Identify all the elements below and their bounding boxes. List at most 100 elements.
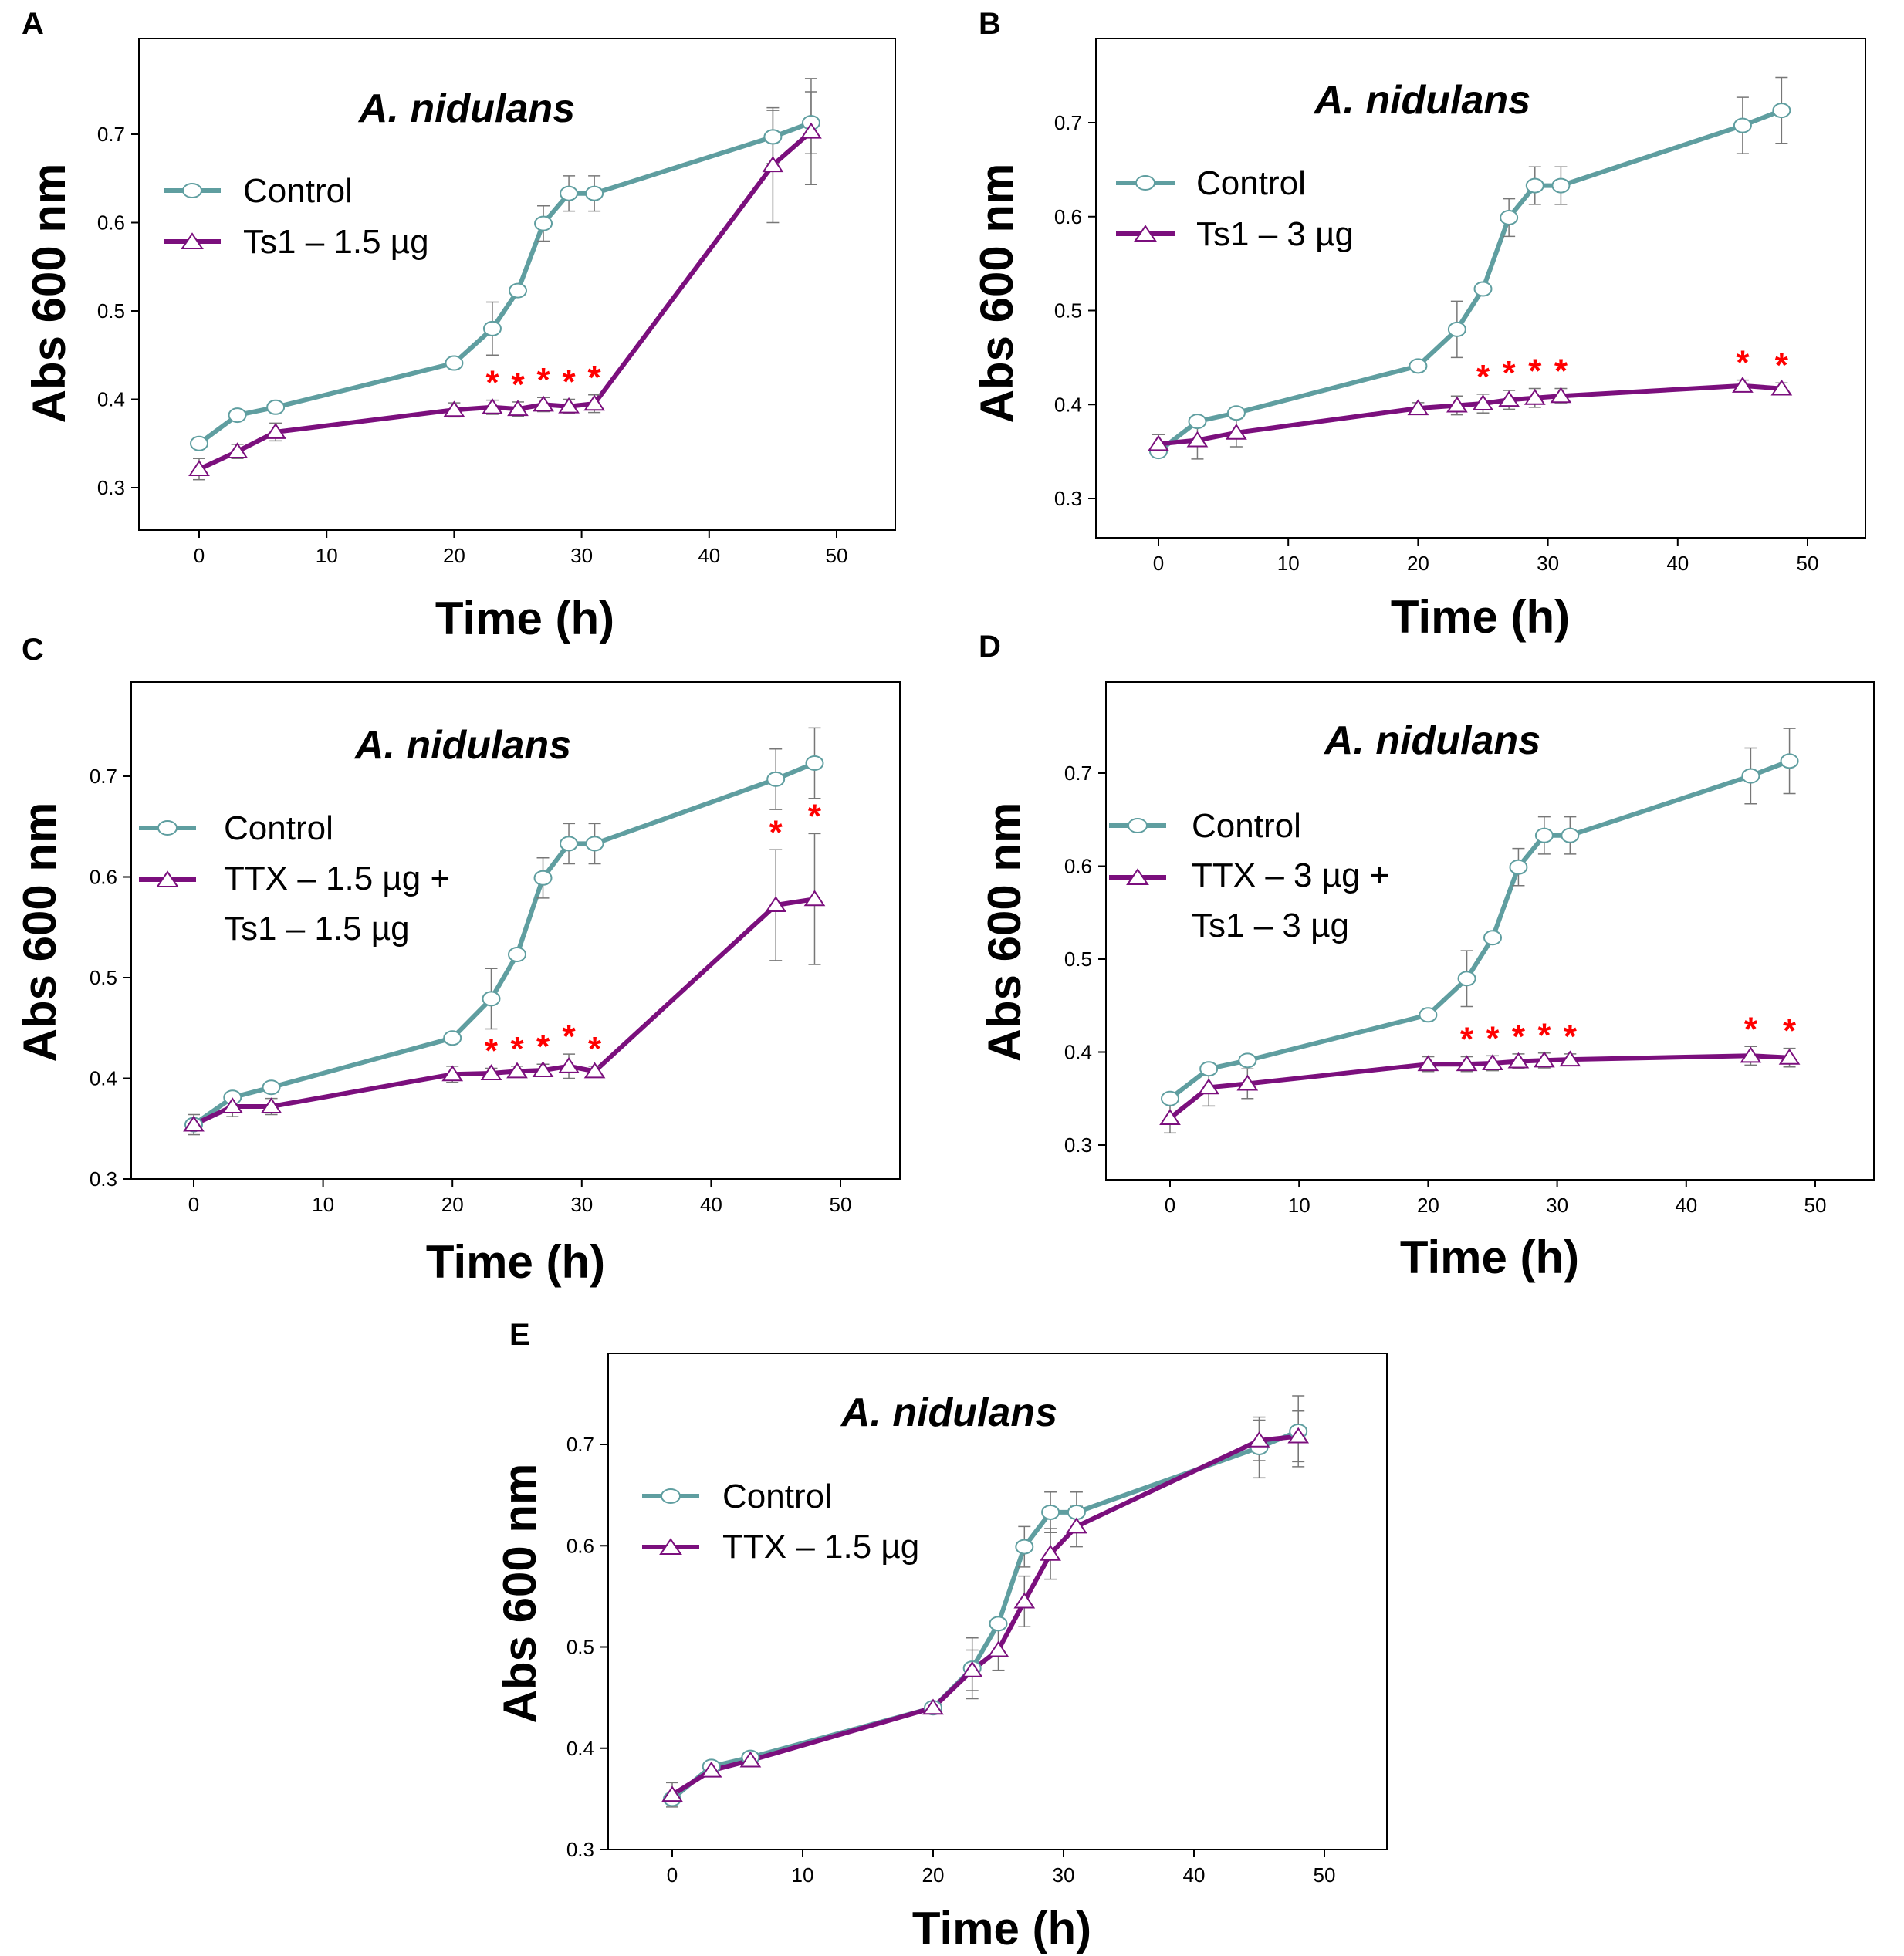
series-line-treatment: [1158, 383, 1782, 447]
panel-letter: E: [509, 1318, 530, 1352]
x-axis-label: Time (h): [912, 1903, 1091, 1954]
significance-star: *: [588, 1030, 602, 1068]
data-point-control: [443, 1030, 462, 1046]
significance-star: *: [1528, 353, 1542, 390]
y-axis-label: Abs 600 nm: [23, 164, 75, 424]
plot-frame: [1105, 681, 1875, 1181]
data-point-control: [482, 320, 502, 336]
panel-d: D A. nidulans Time (h) Abs 600 nm Contro…: [979, 630, 1875, 1283]
x-axis-label: Time (h): [435, 593, 614, 644]
significance-star: *: [1783, 1012, 1797, 1050]
data-point-treatment: [739, 1751, 762, 1768]
data-point-treatment: [1040, 1544, 1061, 1561]
data-point-treatment: [765, 896, 787, 913]
legend-label: Ts1 – 3 µg: [1196, 215, 1354, 253]
panel-letter: A: [22, 7, 44, 41]
data-point-treatment: [226, 442, 249, 459]
x-tick-label: 0: [1153, 552, 1164, 575]
legend-label: TTX – 3 µg +: [1192, 856, 1389, 894]
data-point-treatment: [1407, 399, 1429, 416]
data-point-control: [585, 185, 604, 201]
chart-title: A. nidulans: [353, 723, 571, 768]
x-tick-label: 0: [188, 1193, 199, 1216]
x-tick-label: 40: [698, 544, 720, 567]
legend-label: TTX – 1.5 µg +: [224, 860, 450, 897]
data-point-treatment: [583, 1062, 606, 1079]
data-point-treatment: [441, 1065, 464, 1082]
data-point-treatment: [1226, 423, 1247, 440]
legend-marker-triangle: [181, 232, 204, 249]
data-point-control: [1509, 859, 1528, 875]
y-tick-label: 0.7: [1054, 111, 1082, 134]
data-point-treatment: [183, 1115, 205, 1132]
data-point-treatment: [1148, 434, 1169, 451]
x-axis-label: Time (h): [426, 1236, 605, 1288]
data-point-control: [1015, 1539, 1034, 1555]
y-tick-label: 0.5: [1054, 299, 1082, 323]
data-point-control: [1561, 827, 1580, 843]
plot-area-b: 0.3 0.4 0.5 0.6 0.7 0 10 20 30 40 50 * * * * * *: [1054, 76, 1819, 575]
data-point-treatment: [1446, 396, 1468, 413]
x-tick-label: 30: [1537, 552, 1559, 575]
data-point-control: [1041, 1504, 1060, 1520]
data-point-treatment: [583, 394, 605, 411]
data-point-treatment: [1066, 1517, 1087, 1534]
x-tick-label: 30: [1053, 1863, 1075, 1887]
significance-star: *: [1503, 354, 1517, 392]
y-tick-label: 0.3: [1064, 1133, 1092, 1157]
significance-star: *: [1476, 358, 1490, 396]
panel-c: C A. nidulans Time (h) Abs 600 nm Contro…: [14, 633, 901, 1288]
data-point-control: [1551, 177, 1571, 194]
x-tick-label: 20: [441, 1193, 464, 1216]
legend-marker-triangle: [156, 870, 179, 887]
data-point-control: [1067, 1504, 1086, 1520]
data-point-treatment: [507, 400, 529, 417]
plot-frame: [1095, 38, 1866, 539]
data-point-control: [805, 755, 824, 772]
significance-star: *: [1775, 346, 1789, 384]
significance-star: *: [769, 813, 783, 851]
data-point-control: [1419, 1007, 1438, 1023]
data-point-control: [1447, 321, 1466, 337]
y-tick-label: 0.3: [1054, 487, 1082, 510]
data-point-control: [1161, 1090, 1179, 1106]
x-tick-label: 50: [1797, 552, 1819, 575]
data-point-treatment: [532, 1061, 554, 1078]
data-point-treatment: [1498, 390, 1520, 407]
data-point-control: [1500, 209, 1519, 225]
x-tick-label: 10: [312, 1193, 334, 1216]
x-tick-label: 40: [1183, 1863, 1206, 1887]
legend-label: Control: [722, 1478, 832, 1515]
panel-a: A A. nidulans Time (h) Abs 600 nm Contro…: [22, 7, 896, 644]
legend: Control Ts1 – 1.5 µg: [164, 172, 429, 261]
x-tick-label: 20: [443, 544, 465, 567]
x-tick-label: 50: [1314, 1863, 1336, 1887]
y-tick-label: 0.6: [1064, 855, 1092, 878]
legend: Control TTX – 1.5 µg: [642, 1478, 919, 1566]
legend-marker-circle: [182, 183, 202, 198]
legend: Control TTX – 3 µg + Ts1 – 3 µg: [1109, 807, 1389, 944]
x-tick-label: 20: [922, 1863, 945, 1887]
data-point-treatment: [961, 1660, 983, 1677]
y-tick-label: 0.7: [97, 123, 125, 146]
data-point-control: [533, 870, 553, 886]
data-point-treatment: [1248, 1431, 1270, 1448]
data-point-treatment: [1159, 1109, 1181, 1126]
data-point-treatment: [1778, 1048, 1801, 1065]
data-point-treatment: [558, 397, 580, 414]
data-point-control: [560, 185, 579, 201]
significance-star: *: [563, 363, 577, 401]
data-point-treatment: [188, 460, 210, 476]
x-tick-label: 30: [570, 1193, 593, 1216]
y-tick-label: 0.5: [1064, 948, 1092, 971]
legend-label: Control: [224, 809, 333, 847]
data-point-treatment: [661, 1785, 683, 1802]
y-axis-label: Abs 600 nm: [494, 1464, 546, 1724]
data-point-control: [445, 355, 464, 371]
data-point-control: [190, 435, 208, 451]
significance-star: *: [1486, 1019, 1500, 1057]
data-point-treatment: [482, 398, 503, 414]
data-point-control: [1409, 358, 1428, 374]
data-point-treatment: [1550, 387, 1572, 404]
